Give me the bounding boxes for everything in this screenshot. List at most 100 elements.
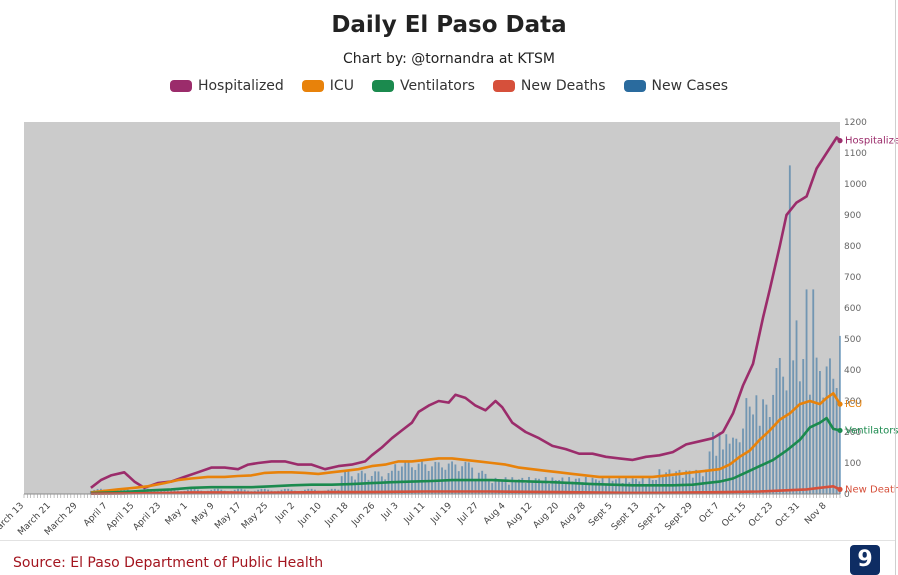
new-cases-bar <box>722 449 724 494</box>
new-cases-bar <box>805 289 808 494</box>
y-tick-label: 900 <box>844 211 861 221</box>
new-cases-bar <box>839 335 841 494</box>
new-cases-bar <box>367 479 370 494</box>
new-cases-bar <box>832 378 835 494</box>
legend: Hospitalized ICU Ventilators New Deaths … <box>0 78 898 94</box>
new-cases-bar <box>732 437 734 494</box>
new-cases-bar <box>822 397 825 494</box>
new-cases-bar <box>835 388 838 494</box>
new-cases-bar <box>407 462 410 494</box>
new-cases-bar <box>507 484 510 494</box>
new-cases-bar <box>688 470 691 494</box>
y-tick-label: 200 <box>844 428 861 438</box>
new-cases-bar <box>742 428 744 494</box>
new-cases-bar <box>578 478 581 494</box>
new-cases-bar <box>501 480 504 494</box>
new-cases-bar <box>678 469 681 494</box>
new-cases-bar <box>400 466 403 494</box>
new-cases-bar <box>528 476 530 494</box>
new-cases-bar <box>494 477 497 494</box>
new-cases-bar <box>524 482 527 494</box>
chart-title: Daily El Paso Data <box>331 12 567 38</box>
legend-item-icu[interactable]: ICU <box>301 78 354 94</box>
legend-swatch-ventilators <box>371 80 394 92</box>
new-cases-bar <box>444 469 447 494</box>
new-cases-bar <box>758 425 761 494</box>
legend-label-new-deaths: New Deaths <box>520 78 606 94</box>
x-tick-label: Sept 13 <box>610 501 642 533</box>
legend-item-ventilators[interactable]: Ventilators <box>371 78 475 94</box>
new-cases-bar <box>819 371 821 494</box>
new-cases-bar <box>457 471 460 494</box>
x-tick-label: Aug 20 <box>532 501 562 531</box>
new-cases-bar <box>581 482 584 494</box>
hospitalized-end-label: Hospitalized <box>845 136 898 147</box>
x-tick-label: May 1 <box>164 501 190 527</box>
legend-item-hospitalized[interactable]: Hospitalized <box>169 78 284 94</box>
new-cases-bar <box>484 473 487 494</box>
new-cases-bar <box>762 399 765 494</box>
chart-canvas: 0 100 200 300 400 500 600 700 800 900 1000 1100 1200… <box>0 118 898 538</box>
new-cases-bar <box>812 289 815 494</box>
new-cases-bar <box>384 479 387 494</box>
new-cases-bar <box>504 477 507 494</box>
x-tick-label: Nov 8 <box>803 501 829 527</box>
new-cases-bar <box>628 482 631 494</box>
new-cases-bar <box>427 470 430 494</box>
new-cases-bar <box>434 461 437 494</box>
x-tick-label: Sept 29 <box>663 501 695 533</box>
new-cases-bar <box>728 443 731 494</box>
y-tick-label: 0 <box>844 490 850 500</box>
new-cases-bar <box>514 480 517 494</box>
legend-item-new-cases[interactable]: New Cases <box>623 78 728 94</box>
new-cases-bar <box>829 358 831 494</box>
new-cases-bar <box>424 464 427 494</box>
new-cases-bar <box>354 479 357 494</box>
ventilators-line <box>90 416 841 495</box>
new-cases-bar <box>788 165 791 494</box>
x-tick-label: Jul 19 <box>429 501 455 527</box>
new-cases-bar <box>474 478 477 494</box>
new-cases-bar <box>421 461 423 494</box>
new-cases-bar <box>621 482 624 494</box>
new-deaths-end-marker <box>837 486 843 492</box>
new-cases-bar <box>518 479 520 494</box>
new-cases-bar <box>534 478 537 494</box>
new-cases-bar <box>675 471 678 494</box>
new-cases-bar <box>701 476 704 494</box>
new-cases-bar <box>447 463 450 494</box>
new-cases-bar <box>481 470 484 494</box>
new-cases-bar <box>768 417 771 494</box>
new-cases-bar <box>638 481 641 494</box>
x-tick-label: April 23 <box>131 501 163 533</box>
new-cases-bar <box>568 477 571 494</box>
x-tick-label: Aug 28 <box>558 501 588 531</box>
station-logo-icon: 9 <box>850 545 880 575</box>
new-cases-bar <box>548 483 550 494</box>
icu-line <box>90 392 842 494</box>
legend-swatch-hospitalized <box>169 80 192 92</box>
new-cases-bar <box>538 478 540 494</box>
legend-item-new-deaths[interactable]: New Deaths <box>492 78 606 94</box>
y-tick-label: 300 <box>844 397 861 407</box>
x-tick-label: Jun 2 <box>273 501 297 525</box>
x-tick-label: Oct 23 <box>747 501 775 529</box>
y-tick-label: 1200 <box>844 118 867 128</box>
new-cases-bar <box>574 478 577 494</box>
y-tick-label: 400 <box>844 366 861 376</box>
new-cases-bar <box>615 479 617 494</box>
new-cases-bar <box>166 488 169 494</box>
plot-background <box>24 122 840 494</box>
hospitalized-end-marker <box>837 138 843 144</box>
new-cases-bar <box>541 481 544 494</box>
new-cases-bar <box>745 398 748 494</box>
y-tick-label: 1100 <box>844 149 867 159</box>
new-cases-bar <box>347 471 350 494</box>
new-cases-bar <box>564 483 567 494</box>
new-cases-bar <box>752 414 754 494</box>
y-tick-label: 1000 <box>844 180 867 190</box>
icu-end-label: ICU <box>845 399 862 410</box>
new-cases-bar <box>708 451 711 494</box>
new-cases-bar <box>561 477 564 494</box>
new-cases-bar <box>598 480 601 494</box>
